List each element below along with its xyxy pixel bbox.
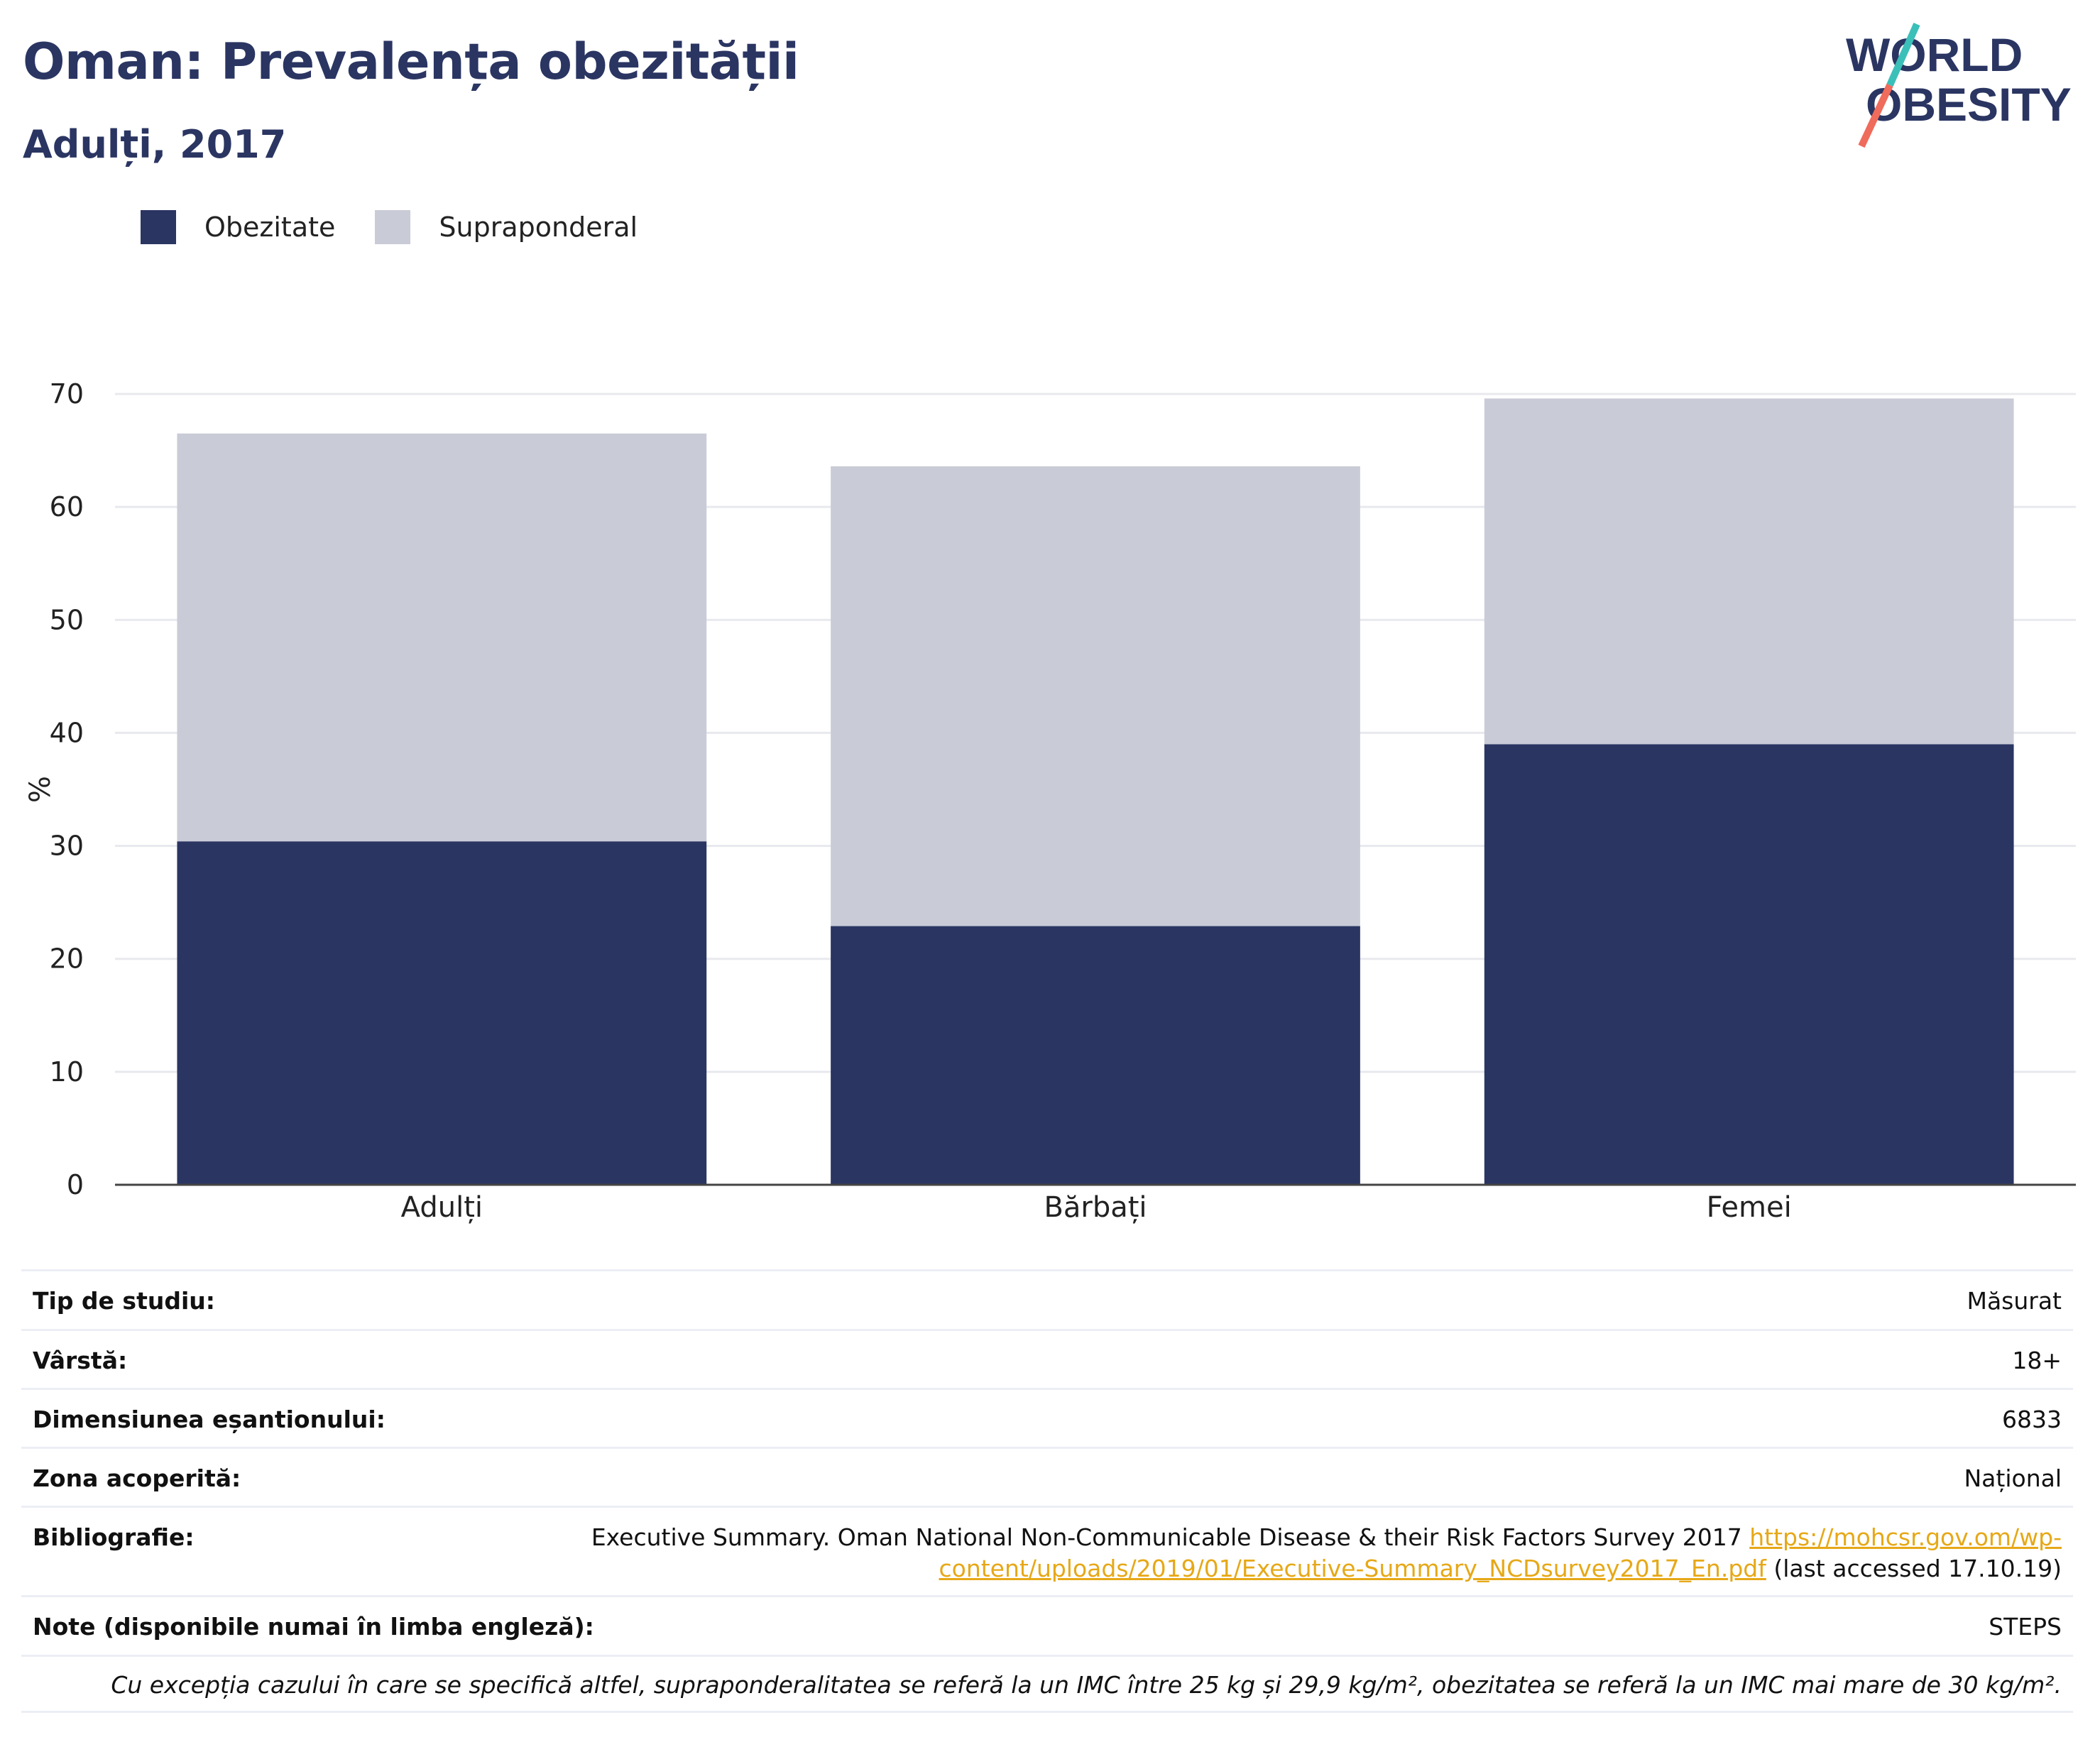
info-table: Tip de studiu: Măsurat Vârstă: 18+ Dimen… [21, 1269, 2073, 1713]
bar-supraponderal-0 [177, 433, 707, 842]
info-row-area: Zona acoperită: Național [21, 1447, 2073, 1506]
chart-title: Oman: Prevalența obezității [23, 33, 799, 91]
legend-label: Obezitate [204, 212, 336, 243]
legend-label: Supraponderal [439, 212, 638, 243]
info-row-notes: Note (disponibile numai în limba engleză… [21, 1595, 2073, 1655]
info-label: Tip de studiu: [33, 1287, 215, 1315]
y-tick-label: 40 [50, 717, 84, 748]
y-tick-label: 70 [50, 378, 84, 410]
logo-line2: OBESITY [1866, 78, 2072, 131]
world-obesity-logo: WORLD OBESITY [1846, 22, 2072, 148]
info-row-bibliography: Bibliografie: Executive Summary. Oman Na… [21, 1506, 2073, 1595]
legend-swatch-supraponderal [375, 210, 411, 244]
bar-supraponderal-2 [1484, 398, 2014, 745]
y-tick-label: 30 [50, 831, 84, 862]
info-value: STEPS [1989, 1613, 2062, 1641]
info-label: Zona acoperită: [33, 1464, 241, 1492]
info-label: Dimensiunea eșantionului: [33, 1406, 385, 1433]
stacked-bar-chart: 0 10 20 30 40 50 60 70% Adulți Bărbați Femei [24, 378, 2076, 1224]
info-label: Vârstă: [33, 1347, 128, 1374]
logo-line1: WORLD [1846, 28, 2023, 81]
chart-legend: Obezitate Supraponderal [141, 210, 677, 244]
legend-swatch-obezitate [141, 210, 176, 244]
y-tick-label: 0 [67, 1169, 84, 1200]
y-tick-label: 60 [50, 491, 84, 522]
legend-item-supraponderal[interactable]: Supraponderal [375, 210, 638, 244]
info-row-sample-size: Dimensiunea eșantionului: 6833 [21, 1388, 2073, 1447]
info-value: Măsurat [1967, 1287, 2062, 1315]
bar-obezitate-2 [1484, 744, 2014, 1185]
footnote: Cu excepția cazului în care se specifică… [21, 1655, 2073, 1713]
x-tick-label: Femei [1707, 1191, 1792, 1224]
info-row-study-type: Tip de studiu: Măsurat [21, 1269, 2073, 1329]
info-value: 18+ [2012, 1347, 2062, 1374]
x-tick-label: Bărbați [1044, 1191, 1147, 1224]
info-label: Note (disponibile numai în limba engleză… [33, 1613, 594, 1641]
y-tick-label: 50 [50, 604, 84, 635]
bibliography-suffix: (last accessed 17.10.19) [1773, 1555, 2062, 1582]
bar-obezitate-0 [177, 841, 707, 1185]
bar-obezitate-1 [831, 926, 1360, 1185]
logo-coral-slash [1858, 83, 1893, 148]
logo-teal-slash [1886, 22, 1920, 87]
bar-supraponderal-1 [831, 466, 1360, 926]
bibliography-value: Executive Summary. Oman National Non-Com… [591, 1522, 2062, 1584]
info-value: Național [1964, 1464, 2062, 1492]
x-tick-label: Adulți [401, 1191, 483, 1224]
y-tick-label: 10 [50, 1056, 84, 1088]
info-row-age: Vârstă: 18+ [21, 1329, 2073, 1388]
bibliography-text: Executive Summary. Oman National Non-Com… [591, 1523, 1742, 1551]
info-label: Bibliografie: [33, 1523, 195, 1551]
chart-subtitle: Adulți, 2017 [23, 122, 287, 167]
y-tick-label: 20 [50, 943, 84, 975]
bibliography-link-part1[interactable]: https://mohcsr.gov.om/wp- [1749, 1523, 2062, 1551]
info-value: 6833 [2002, 1406, 2062, 1433]
y-axis-label: % [24, 776, 57, 803]
legend-item-obezitate[interactable]: Obezitate [141, 210, 335, 244]
bibliography-link-part2[interactable]: content/uploads/2019/01/Executive-Summar… [939, 1555, 1766, 1582]
